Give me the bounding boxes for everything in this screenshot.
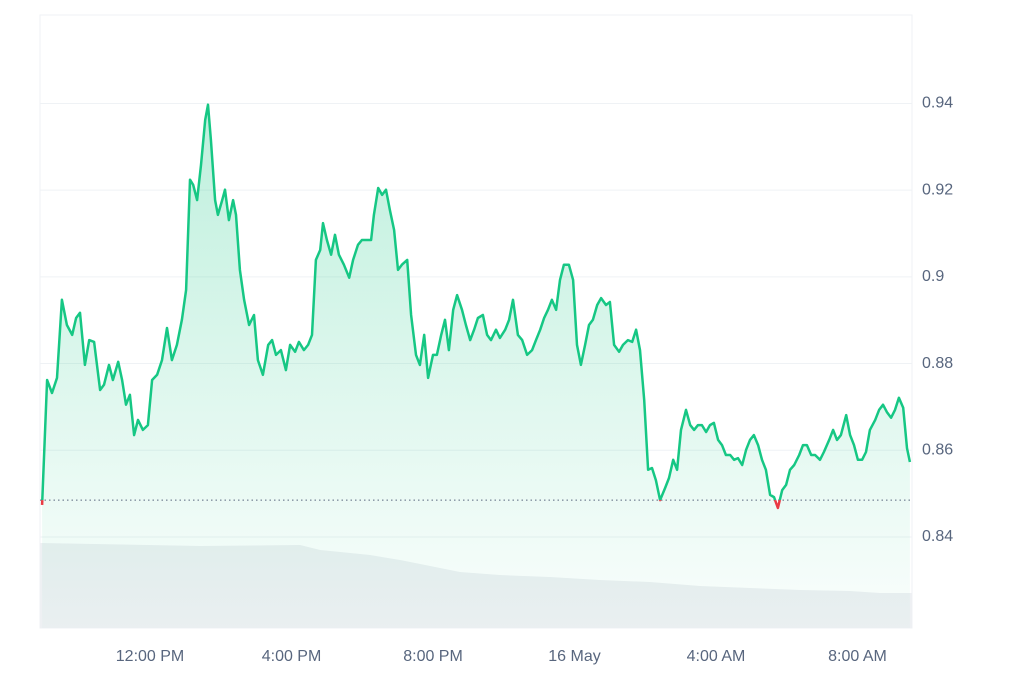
- x-tick-label: 8:00 AM: [828, 648, 887, 665]
- x-tick-label: 16 May: [548, 648, 600, 665]
- y-tick-label: 0.92: [922, 181, 953, 198]
- y-tick-label: 0.86: [922, 441, 953, 458]
- y-tick-label: 0.88: [922, 355, 953, 372]
- price-area: [42, 104, 910, 628]
- x-tick-label: 4:00 AM: [687, 648, 746, 665]
- y-tick-label: 0.84: [922, 528, 953, 545]
- x-tick-label: 4:00 PM: [262, 648, 322, 665]
- x-tick-label: 8:00 PM: [403, 648, 463, 665]
- y-tick-label: 0.94: [922, 95, 953, 112]
- x-tick-label: 12:00 PM: [116, 648, 184, 665]
- price-line: [41, 103, 912, 501]
- y-tick-label: 0.9: [922, 268, 944, 285]
